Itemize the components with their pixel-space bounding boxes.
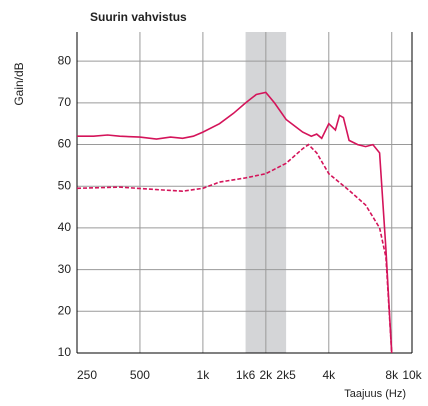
y-tick-label: 70	[58, 95, 72, 109]
x-tick-label: 500	[130, 368, 150, 382]
y-tick-label: 40	[58, 220, 72, 234]
data-line	[76, 143, 393, 354]
x-tick-label: 4k	[322, 368, 336, 382]
y-tick-label: 30	[58, 262, 72, 276]
y-tick-label: 60	[58, 137, 72, 151]
x-tick-label: 2k	[259, 368, 273, 382]
x-tick-label: 1k6	[236, 368, 256, 382]
y-tick-label: 10	[58, 345, 72, 359]
y-axis-label: Gain/dB	[12, 62, 26, 105]
chart-title: Suurin vahvistus	[90, 10, 187, 24]
y-tick-label: 20	[58, 303, 72, 317]
x-axis-label: Taajuus (Hz)	[344, 388, 406, 400]
x-tick-label: 8k	[385, 368, 399, 382]
x-tick-label: 2k5	[276, 368, 296, 382]
y-tick-label: 80	[58, 53, 72, 67]
x-tick-label: 10k	[402, 368, 422, 382]
data-line	[77, 91, 393, 354]
x-tick-label: 250	[77, 368, 97, 382]
y-tick-label: 50	[58, 178, 72, 192]
x-tick-label: 1k	[197, 368, 211, 382]
